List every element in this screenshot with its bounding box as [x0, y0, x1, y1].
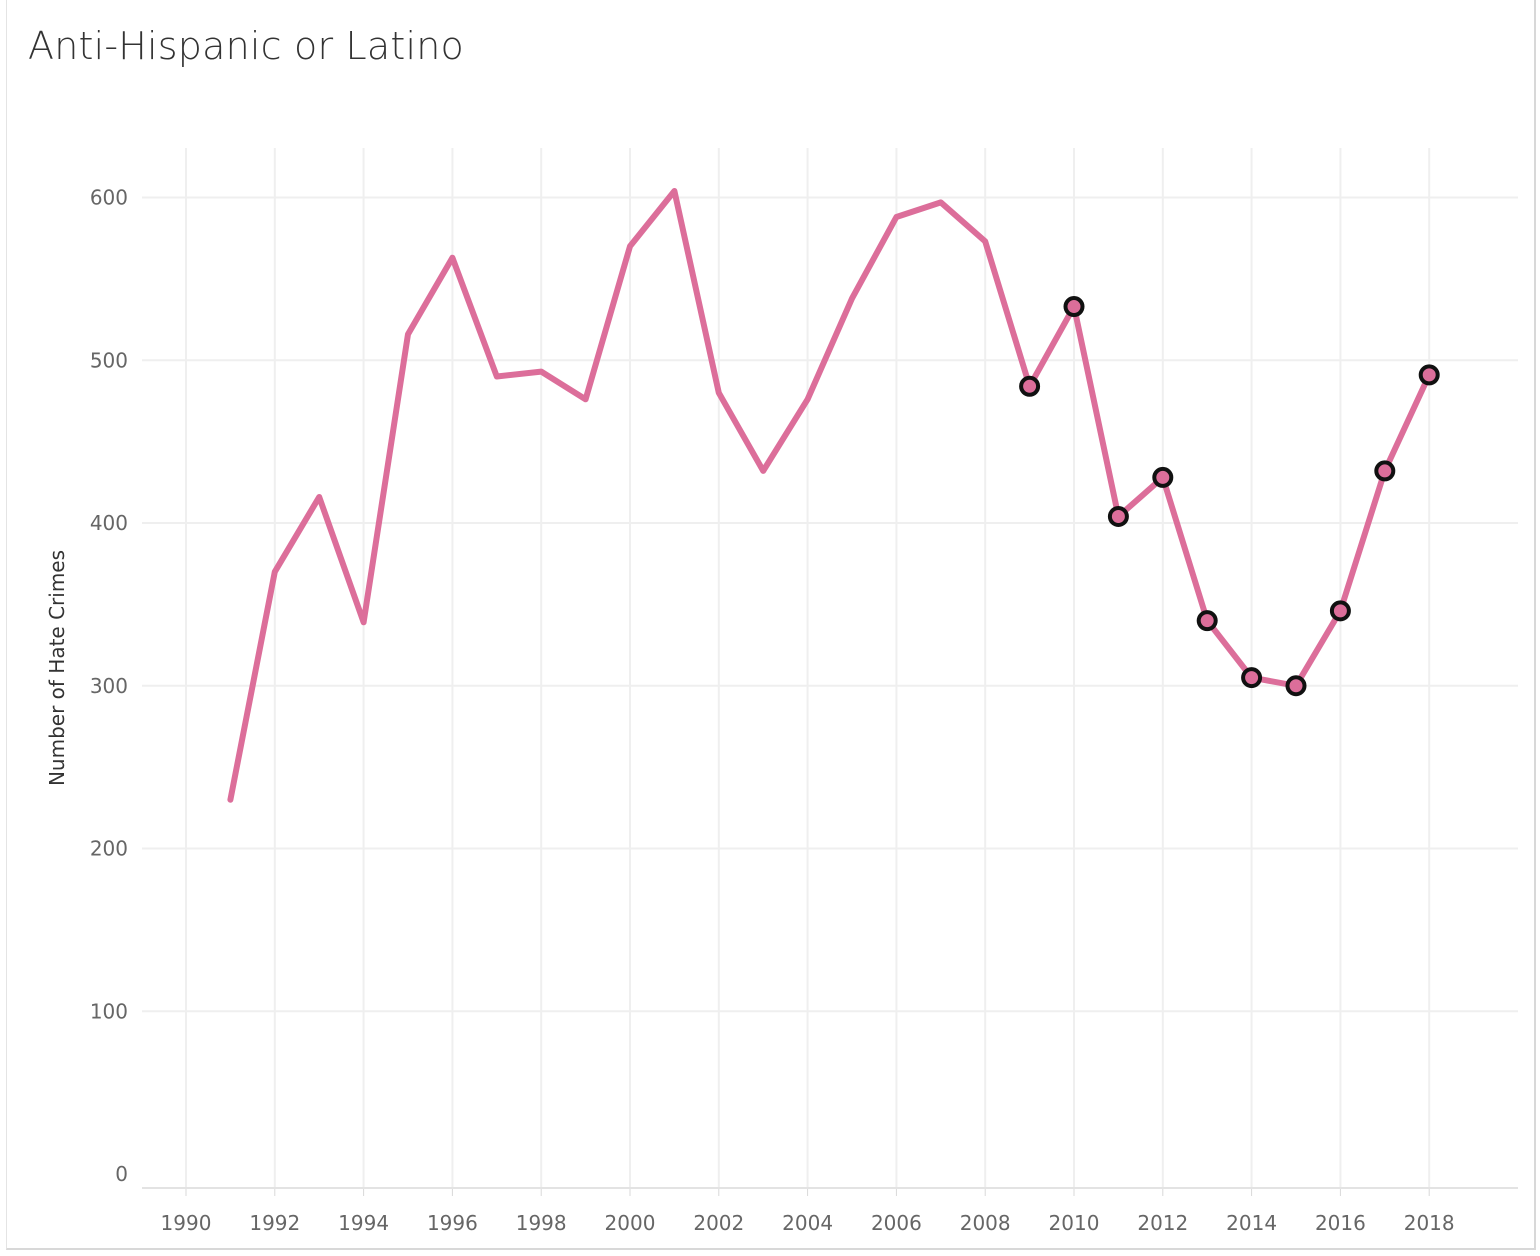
data-point-marker[interactable] — [1107, 505, 1129, 527]
x-tick-label: 1996 — [427, 1211, 478, 1235]
x-tick-label: 2000 — [605, 1211, 656, 1235]
x-tick-label: 2004 — [782, 1211, 833, 1235]
series-line — [227, 188, 1433, 803]
x-tick-label: 2010 — [1049, 1211, 1100, 1235]
data-point-marker[interactable] — [1285, 675, 1307, 697]
series-layer — [227, 188, 1433, 803]
x-tick-label: 2014 — [1226, 1211, 1277, 1235]
marker-layer — [1019, 296, 1440, 697]
axis-layer: Number of Hate Crimes 1990 1992 1994 1996 19… — [45, 186, 1518, 1235]
grid-layer — [142, 148, 1518, 1188]
data-point-marker[interactable] — [1063, 296, 1085, 318]
y-tick-label: 200 — [90, 837, 128, 861]
data-point-marker[interactable] — [1241, 667, 1263, 689]
x-tick-label: 2018 — [1404, 1211, 1455, 1235]
x-tick-label: 2012 — [1137, 1211, 1188, 1235]
x-tick-label: 2016 — [1315, 1211, 1366, 1235]
y-axis-title: Number of Hate Crimes — [45, 550, 69, 786]
y-tick-label: 300 — [90, 674, 128, 698]
x-tick-label: 2006 — [871, 1211, 922, 1235]
y-tick-label: 600 — [90, 186, 128, 210]
chart-title: Anti-Hispanic or Latino — [28, 24, 464, 68]
y-tick-label: 100 — [90, 999, 128, 1023]
x-tick-label: 2002 — [693, 1211, 744, 1235]
x-tick-label: 1992 — [249, 1211, 300, 1235]
data-point-marker[interactable] — [1418, 364, 1440, 386]
data-point-marker[interactable] — [1019, 375, 1041, 397]
y-tick-label: 500 — [90, 348, 128, 372]
y-tick-label: 400 — [90, 511, 128, 535]
chart-frame — [6, 0, 1536, 1250]
data-point-marker[interactable] — [1196, 610, 1218, 632]
data-point-marker[interactable] — [1152, 466, 1174, 488]
x-tick-label: 1990 — [161, 1211, 212, 1235]
data-point-marker[interactable] — [1329, 600, 1351, 622]
data-point-marker[interactable] — [1374, 460, 1396, 482]
x-tick-label: 1994 — [338, 1211, 389, 1235]
y-tick-label: 0 — [115, 1162, 128, 1186]
x-tick-label: 2008 — [960, 1211, 1011, 1235]
x-tick-label: 1998 — [516, 1211, 567, 1235]
